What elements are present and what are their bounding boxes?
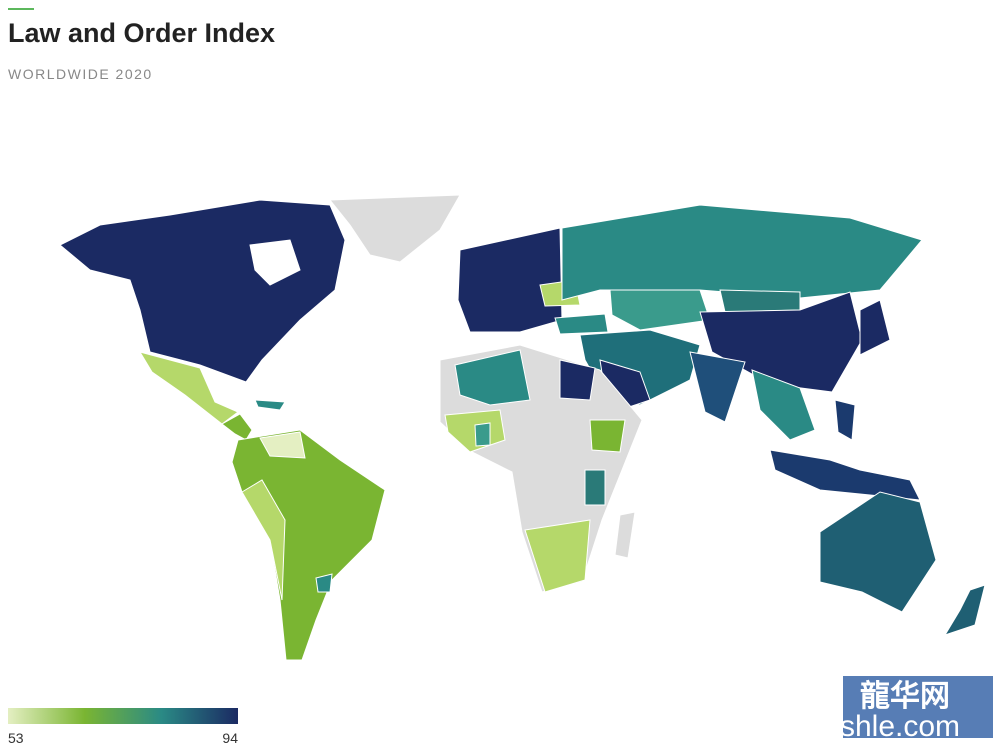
ghana [474, 422, 491, 447]
south-america [231, 429, 386, 661]
legend-label: 94 [222, 730, 238, 746]
turkey [554, 313, 609, 335]
mexico [138, 351, 239, 425]
legend-gradient [8, 708, 238, 724]
andes [241, 479, 286, 601]
hudson-bay [249, 239, 301, 286]
new-zealand [943, 584, 986, 636]
title: Law and Order Index [8, 18, 276, 48]
mongolia [719, 289, 801, 313]
subtitle: WORLDWIDE 2020 [8, 66, 153, 82]
philippines [834, 399, 856, 441]
japan [859, 299, 891, 356]
east-africa [584, 469, 606, 506]
greenland [328, 194, 461, 263]
legend-label: 53 [8, 730, 24, 746]
north-america [59, 199, 346, 383]
russia [561, 204, 923, 301]
africa [439, 344, 643, 593]
watermark-logo: 龍华网 [860, 679, 950, 713]
southern-africa [524, 519, 591, 593]
venezuela [259, 431, 306, 459]
southeast-asia [751, 369, 816, 441]
india [689, 351, 746, 423]
kazakhstan [609, 289, 711, 331]
egypt [559, 359, 596, 401]
ethiopia [589, 419, 626, 453]
watermark-box [843, 676, 993, 738]
central-america [221, 413, 253, 441]
indonesia [769, 449, 921, 501]
watermark-site: shle.com [840, 710, 960, 743]
countries [59, 194, 986, 661]
caribbean [254, 399, 286, 411]
north-africa [454, 349, 531, 406]
madagascar [614, 511, 636, 559]
uruguay [315, 573, 333, 593]
australia [819, 491, 937, 613]
europe [457, 227, 563, 333]
accent-line [8, 8, 34, 10]
